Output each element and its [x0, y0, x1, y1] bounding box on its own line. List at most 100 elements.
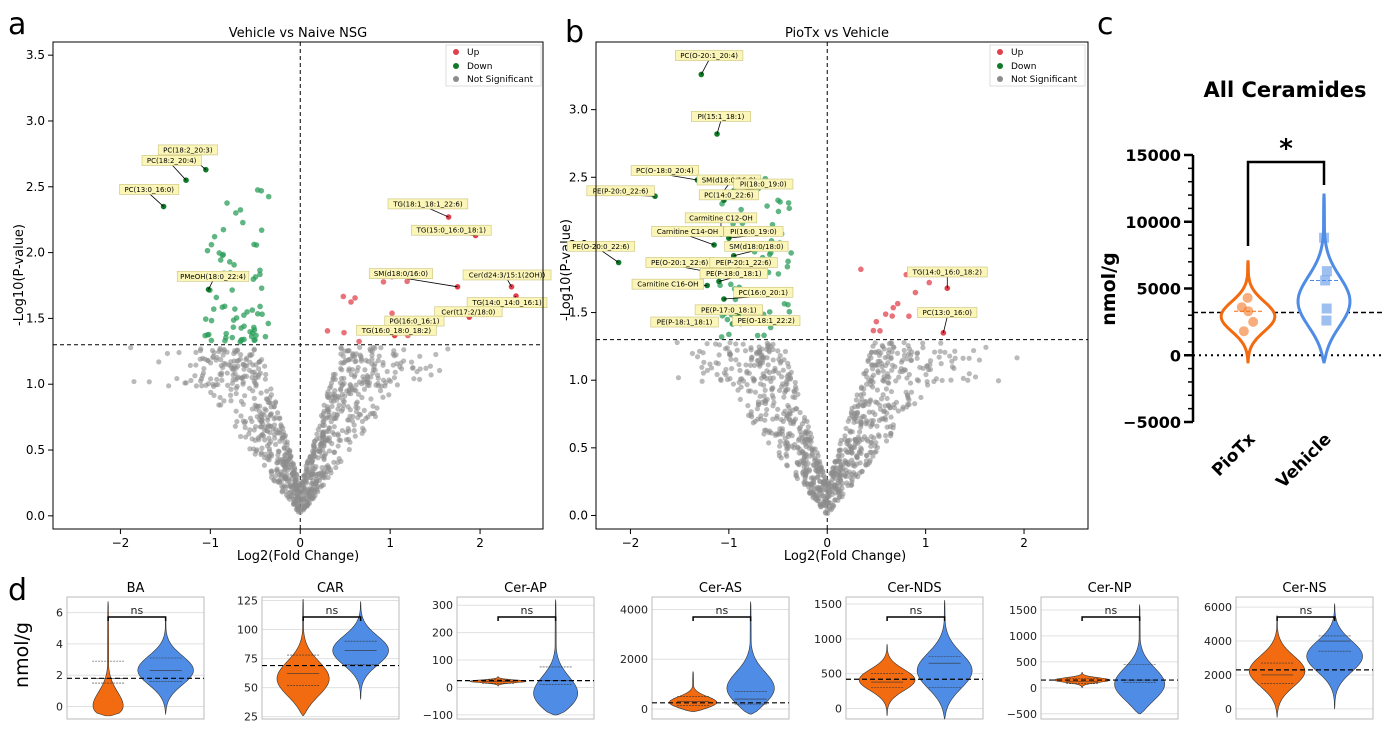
violin-y-tick-label: 100	[237, 624, 258, 637]
up-point	[324, 328, 331, 334]
violin-y-tick-label: 1000	[814, 633, 842, 646]
ns-point	[768, 378, 774, 385]
ns-point	[799, 434, 805, 440]
ns-point	[894, 350, 901, 356]
ns-point	[361, 407, 367, 413]
ns-point	[869, 421, 876, 427]
ns-label: ns	[326, 604, 339, 617]
down-point	[232, 306, 238, 312]
annotation-label: TG(16:0_18:0_18:2)	[361, 327, 432, 335]
ns-point	[371, 364, 377, 370]
ns-point	[868, 449, 874, 455]
ns-point	[845, 459, 851, 465]
violin-panel-title: BA	[127, 581, 145, 596]
ns-point	[215, 381, 221, 388]
ns-point	[357, 352, 363, 358]
ns-point	[883, 417, 889, 423]
ns-point	[785, 360, 791, 366]
volcano-a-title: Vehicle vs Naive NSG	[229, 26, 367, 41]
c-y-tick-label: 10000	[1125, 213, 1181, 232]
ns-point	[740, 341, 746, 347]
ns-point	[228, 398, 234, 404]
significance-bracket	[1246, 160, 1326, 246]
ns-point	[795, 444, 801, 450]
ns-point	[317, 448, 323, 454]
x-tick-label: 1	[922, 536, 930, 550]
down-point	[258, 285, 265, 291]
x-tick-label: −2	[622, 536, 640, 550]
annotation-arrow	[687, 235, 715, 246]
annotation-box	[691, 111, 751, 122]
ns-point	[769, 387, 775, 393]
violin-y-tick-label: 6000	[1204, 601, 1232, 614]
ns-point	[336, 437, 342, 443]
ns-point	[892, 364, 898, 370]
ns-point	[770, 368, 777, 375]
ns-point	[256, 366, 262, 372]
violin-y-tick-label: −500	[1007, 708, 1037, 721]
down-point	[761, 332, 767, 339]
annotation-box	[698, 189, 759, 201]
ns-label: ns	[1300, 604, 1313, 617]
ns-point	[391, 348, 397, 354]
ns-point	[174, 375, 180, 382]
ns-point	[858, 385, 865, 392]
ns-point	[238, 351, 244, 358]
ns-point	[199, 383, 205, 389]
annotation-label: SM(d18:0/18:0)	[729, 243, 783, 251]
annotation-box	[723, 226, 784, 237]
ns-point	[414, 369, 420, 375]
ns-point	[847, 415, 853, 421]
ns-point	[765, 362, 771, 368]
ns-point	[796, 425, 802, 432]
up-point	[889, 313, 896, 319]
ns-point	[392, 369, 398, 375]
ns-point	[372, 413, 379, 420]
ns-point	[830, 473, 837, 480]
down-point	[241, 323, 247, 329]
ns-point	[938, 361, 944, 367]
ns-point	[128, 345, 134, 351]
ns-point	[790, 407, 796, 413]
violin-y-tick-label: 4000	[1204, 635, 1232, 648]
ns-point	[971, 347, 977, 354]
ns-point	[924, 379, 930, 385]
violin-pio	[858, 644, 916, 716]
ns-point	[187, 362, 193, 369]
annotation-label: PG(16:0_16:1)	[389, 318, 439, 326]
violin-y-tick-label: 2	[56, 669, 63, 682]
ns-point	[346, 388, 352, 394]
panel-letter-a: a	[8, 7, 26, 42]
ns-point	[230, 372, 236, 378]
ns-point	[780, 367, 786, 373]
y-tick-label: 3.5	[26, 48, 45, 62]
ns-point	[303, 463, 309, 469]
ns-point	[836, 447, 843, 453]
ns-point	[905, 401, 911, 407]
ns-point	[939, 377, 945, 384]
ns-point	[745, 403, 751, 409]
c-x-tick-label: PioTx	[1208, 429, 1259, 480]
ns-point	[247, 359, 253, 365]
ns-point	[298, 499, 304, 506]
ns-point	[309, 448, 316, 454]
ns-point	[810, 462, 817, 468]
ns-point	[131, 378, 137, 385]
ns-point	[876, 352, 883, 358]
ns-point	[380, 362, 386, 368]
violin-vehicle	[1114, 604, 1166, 715]
down-point	[767, 324, 774, 331]
ns-point	[279, 489, 285, 495]
ns-point	[848, 474, 854, 481]
ns-point	[373, 382, 379, 388]
down-point	[254, 311, 261, 317]
legend-b-up-marker	[997, 49, 1003, 55]
x-tick-label: 1	[386, 536, 394, 550]
down-point	[223, 330, 230, 337]
ns-point	[735, 387, 741, 393]
ns-point	[866, 459, 873, 465]
ns-point	[329, 403, 335, 409]
ns-point	[779, 428, 785, 434]
violin-panel-cer-np: Cer-NP −500 0 500 1000 1500 ns	[1007, 581, 1179, 721]
violin-vehicle	[916, 600, 973, 720]
